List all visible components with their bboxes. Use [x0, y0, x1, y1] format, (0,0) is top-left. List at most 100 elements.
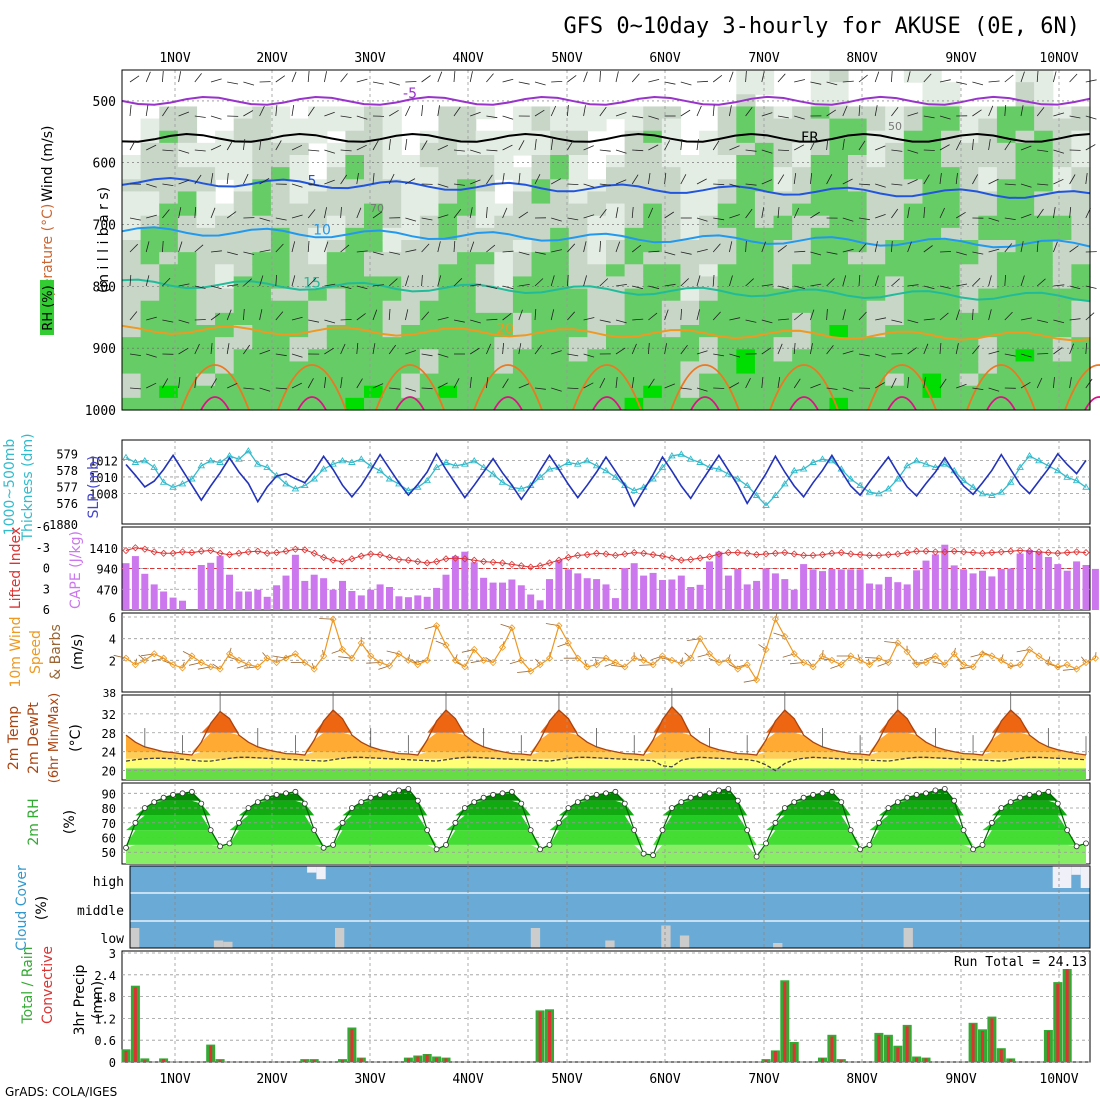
- rh-cell: [419, 142, 440, 156]
- precip-legend-conv: Convective: [40, 946, 56, 1024]
- wind-barb: [1069, 73, 1078, 83]
- rh-cell: [364, 155, 384, 168]
- cape-bar: [941, 544, 949, 610]
- surface-contour: [1064, 364, 1100, 411]
- rh-cell: [1015, 349, 1035, 363]
- wind-barb: [178, 319, 190, 324]
- wind-barb: [324, 347, 334, 355]
- thickness-point: [310, 475, 319, 482]
- wind-speed-point: [367, 652, 375, 660]
- rh-cell: [140, 361, 160, 375]
- rh-cell: [122, 155, 142, 168]
- rh-cell: [1071, 142, 1091, 156]
- rh-point: [716, 787, 722, 794]
- rh-cell: [289, 288, 309, 302]
- rh-point: [141, 805, 148, 811]
- precip-conv-bar: [359, 1058, 363, 1062]
- wind-barb: [129, 75, 140, 83]
- rh-point: [508, 788, 515, 795]
- rh-cell: [680, 397, 700, 411]
- wind-barb: [842, 309, 846, 321]
- wind-barb: [437, 317, 449, 321]
- wind-speed-point: [809, 663, 817, 671]
- rh-cell: [270, 349, 291, 363]
- rh-cell: [866, 288, 886, 302]
- li-point: [395, 555, 403, 564]
- wind-barb: [226, 173, 229, 185]
- li-point: [207, 546, 215, 555]
- rh-cell: [587, 240, 607, 253]
- rh-cell: [996, 118, 1017, 132]
- rh-cell: [606, 312, 626, 326]
- wind-barb: [243, 251, 255, 255]
- wind-barb: [696, 178, 707, 185]
- wind-barb: [1053, 112, 1065, 117]
- wind-speed-point: [1016, 661, 1024, 669]
- rh-cell: [941, 397, 961, 411]
- wind-barb: [988, 309, 992, 321]
- rh-cell: [587, 106, 607, 120]
- rh-cell: [252, 227, 272, 241]
- rh-cell: [122, 240, 142, 253]
- precip-conv-bar: [341, 1060, 344, 1062]
- rh-cell: [345, 337, 365, 350]
- rh-cell: [829, 361, 849, 375]
- wind-speed-point: [903, 648, 911, 656]
- isotherm-label: 10: [313, 223, 331, 239]
- rh-cell: [531, 106, 551, 120]
- rh-point: [781, 805, 788, 811]
- rh-cell: [252, 142, 272, 156]
- rh-cell: [512, 191, 533, 205]
- rh-cell: [848, 215, 868, 229]
- wind-barb: [1069, 245, 1079, 253]
- isotherm-label: 15: [303, 275, 321, 291]
- wind-barb: [955, 173, 958, 185]
- wind-barb: [729, 241, 733, 253]
- wind-barb: [842, 248, 854, 253]
- rh-cell: [457, 312, 477, 326]
- li-point: [498, 559, 507, 567]
- wind-barb: [794, 144, 805, 151]
- rh-cell: [252, 397, 272, 411]
- wind-barb: [648, 342, 650, 355]
- cape-bar: [997, 568, 1005, 610]
- li-point: [837, 549, 845, 557]
- rh-cell: [1052, 373, 1072, 387]
- date-tick-label: 9NOV: [945, 51, 976, 66]
- rh-cell: [903, 118, 924, 132]
- wind-barb: [324, 319, 336, 324]
- wind-barb: [145, 275, 150, 287]
- rh-cell: [1052, 325, 1072, 338]
- wind-barb: [939, 251, 952, 253]
- li-point: [263, 549, 271, 557]
- rh-cell: [457, 215, 477, 229]
- thickness-point: [828, 456, 836, 464]
- rh-cell: [550, 240, 570, 253]
- wind-barb: [745, 208, 753, 219]
- date-tick-label: 7NOV: [748, 1072, 779, 1087]
- wind-barb: [210, 115, 222, 120]
- rh-cell: [401, 203, 421, 217]
- rh-cell: [1015, 203, 1035, 217]
- cape-bar: [593, 579, 601, 610]
- rh-cell: [550, 325, 570, 338]
- rh-point: [226, 840, 233, 847]
- wind-barb: [372, 140, 379, 151]
- thickness-tick-label: 576: [56, 497, 78, 511]
- rh-cell: [475, 252, 495, 265]
- rh-cell: [643, 118, 663, 132]
- date-tick-label: 5NOV: [551, 1072, 582, 1087]
- cape-bar: [837, 569, 845, 610]
- thickness-point: [903, 461, 911, 469]
- rh-cell: [196, 300, 216, 314]
- thickness-point: [366, 461, 375, 469]
- isotherm-label: FR: [801, 130, 819, 146]
- wind-barb: [632, 115, 644, 119]
- rh-cell: [643, 397, 663, 411]
- cape-axis-label: CAPE (J/kg): [68, 531, 84, 609]
- wind-speed-point: [950, 650, 958, 658]
- li-point: [687, 555, 695, 564]
- cape-bar: [179, 600, 186, 610]
- wind-barb: [972, 174, 979, 185]
- rh-cell: [773, 397, 793, 411]
